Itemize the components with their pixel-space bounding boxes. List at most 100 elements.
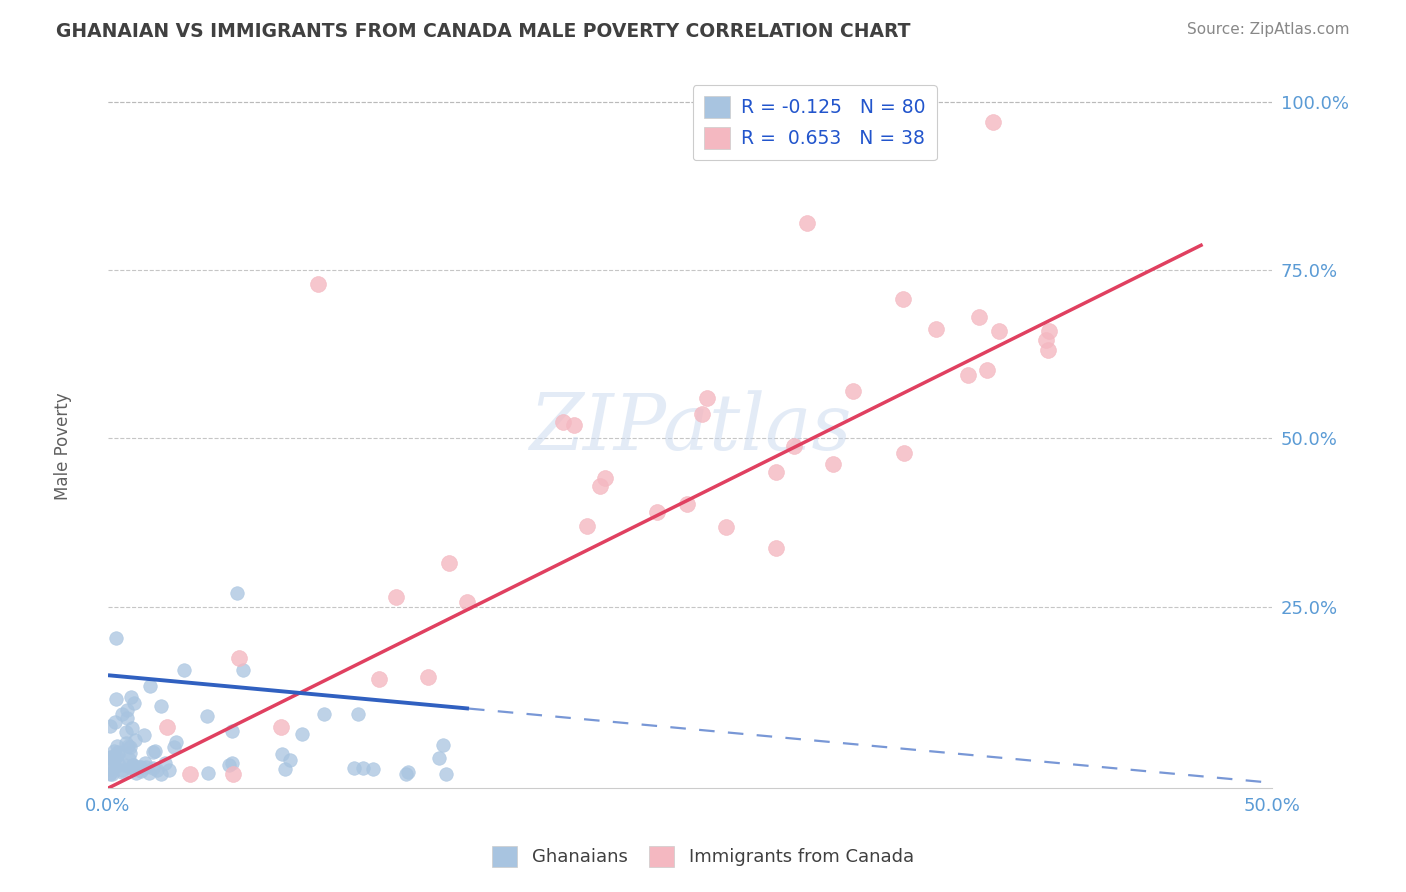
Point	[676, 498, 699, 512]
Point	[291, 727, 314, 741]
Point	[343, 761, 366, 775]
Point	[118, 752, 141, 766]
Point	[124, 733, 146, 747]
Point	[103, 744, 125, 758]
Point	[142, 745, 165, 759]
Point	[111, 706, 134, 721]
Point	[115, 736, 138, 750]
Point	[132, 728, 155, 742]
Point	[782, 439, 804, 453]
Point	[120, 739, 142, 754]
Point	[165, 735, 187, 749]
Point	[111, 765, 134, 780]
Point	[893, 292, 915, 306]
Point	[396, 765, 419, 780]
Point	[1038, 324, 1060, 338]
Point	[429, 751, 451, 765]
Point	[368, 672, 391, 686]
Point	[135, 759, 157, 773]
Point	[105, 739, 128, 753]
Point	[153, 756, 176, 770]
Point	[105, 749, 128, 764]
Point	[1036, 343, 1059, 357]
Point	[110, 763, 132, 777]
Point	[434, 767, 457, 781]
Point	[120, 746, 142, 760]
Point	[645, 505, 668, 519]
Point	[101, 767, 124, 781]
Point	[143, 744, 166, 758]
Point	[395, 767, 418, 781]
Point	[796, 216, 818, 230]
Point	[98, 765, 121, 780]
Point	[976, 362, 998, 376]
Point	[385, 591, 408, 605]
Point	[122, 696, 145, 710]
Legend: R = -0.125   N = 80, R =  0.653   N = 38: R = -0.125 N = 80, R = 0.653 N = 38	[693, 85, 936, 161]
Point	[576, 519, 599, 533]
Point	[98, 762, 121, 776]
Point	[352, 761, 374, 775]
Point	[221, 723, 243, 738]
Point	[108, 757, 131, 772]
Point	[104, 715, 127, 730]
Point	[179, 767, 201, 781]
Point	[124, 762, 146, 776]
Text: ZIPatlas: ZIPatlas	[529, 390, 852, 467]
Text: GHANAIAN VS IMMIGRANTS FROM CANADA MALE POVERTY CORRELATION CHART: GHANAIAN VS IMMIGRANTS FROM CANADA MALE …	[56, 22, 911, 41]
Point	[195, 708, 218, 723]
Point	[692, 408, 714, 422]
Point	[361, 763, 384, 777]
Text: Source: ZipAtlas.com: Source: ZipAtlas.com	[1187, 22, 1350, 37]
Point	[100, 766, 122, 780]
Point	[967, 310, 990, 325]
Point	[439, 557, 461, 571]
Point	[117, 711, 139, 725]
Point	[150, 698, 173, 713]
Point	[150, 766, 173, 780]
Point	[128, 759, 150, 773]
Point	[139, 679, 162, 693]
Point	[100, 749, 122, 764]
Point	[197, 766, 219, 780]
Point	[145, 764, 167, 778]
Point	[270, 720, 292, 734]
Legend: Ghanaians, Immigrants from Canada: Ghanaians, Immigrants from Canada	[485, 838, 921, 874]
Point	[1035, 333, 1057, 347]
Point	[551, 415, 574, 429]
Point	[122, 758, 145, 772]
Point	[716, 520, 738, 534]
Point	[121, 721, 143, 735]
Point	[142, 761, 165, 775]
Point	[765, 541, 787, 555]
Point	[120, 761, 142, 775]
Point	[173, 663, 195, 677]
Point	[112, 758, 135, 772]
Point	[122, 758, 145, 772]
Point	[432, 738, 454, 752]
Point	[157, 763, 180, 777]
Point	[893, 445, 915, 459]
Point	[823, 457, 845, 471]
Point	[925, 322, 948, 336]
Point	[226, 586, 249, 600]
Point	[115, 702, 138, 716]
Point	[114, 724, 136, 739]
Point	[107, 745, 129, 759]
Point	[593, 471, 616, 485]
Point	[134, 756, 156, 770]
Point	[129, 764, 152, 779]
Point	[98, 750, 121, 764]
Point	[957, 368, 980, 382]
Point	[314, 706, 336, 721]
Point	[416, 670, 439, 684]
Point	[988, 324, 1011, 338]
Point	[271, 747, 294, 761]
Point	[125, 765, 148, 780]
Point	[156, 720, 179, 734]
Point	[138, 766, 160, 780]
Point	[696, 391, 718, 405]
Point	[222, 767, 245, 781]
Point	[98, 718, 121, 732]
Point	[228, 651, 250, 665]
